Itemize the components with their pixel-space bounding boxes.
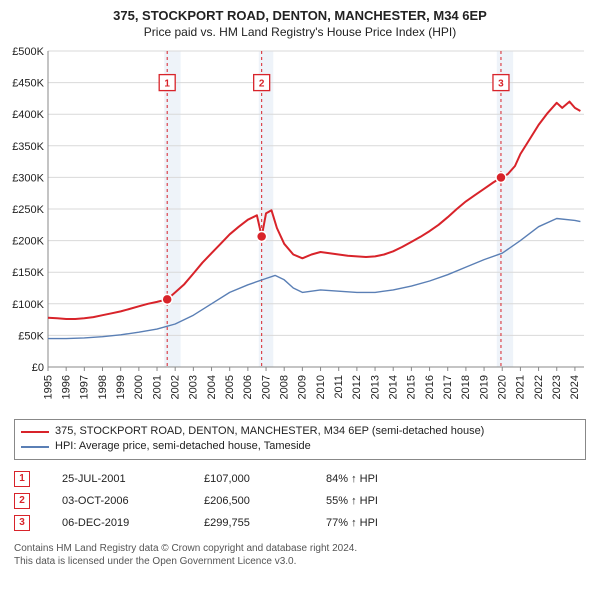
- legend-item: HPI: Average price, semi-detached house,…: [21, 439, 579, 454]
- footer: Contains HM Land Registry data © Crown c…: [14, 542, 586, 568]
- svg-text:1996: 1996: [60, 375, 72, 399]
- footer-line-1: Contains HM Land Registry data © Crown c…: [14, 542, 586, 555]
- svg-text:2021: 2021: [515, 375, 527, 399]
- sale-pct: 77% ↑ HPI: [326, 517, 426, 529]
- svg-text:1997: 1997: [79, 375, 91, 399]
- svg-text:£500K: £500K: [12, 46, 44, 58]
- svg-text:£300K: £300K: [12, 172, 44, 184]
- sale-price: £107,000: [204, 473, 294, 485]
- svg-text:2022: 2022: [533, 375, 545, 399]
- sale-pct: 84% ↑ HPI: [326, 473, 426, 485]
- legend-swatch: [21, 431, 49, 433]
- svg-text:3: 3: [498, 79, 504, 90]
- chart-title: 375, STOCKPORT ROAD, DENTON, MANCHESTER,…: [0, 0, 600, 23]
- footer-line-2: This data is licensed under the Open Gov…: [14, 555, 586, 568]
- sale-price: £299,755: [204, 517, 294, 529]
- svg-text:1999: 1999: [115, 375, 127, 399]
- svg-text:1995: 1995: [42, 375, 54, 399]
- svg-text:2007: 2007: [260, 375, 272, 399]
- svg-text:£50K: £50K: [18, 330, 44, 342]
- svg-text:£100K: £100K: [12, 299, 44, 311]
- svg-text:1998: 1998: [97, 375, 109, 399]
- svg-text:£150K: £150K: [12, 267, 44, 279]
- svg-text:2009: 2009: [297, 375, 309, 399]
- svg-text:2004: 2004: [206, 375, 218, 399]
- sale-pct: 55% ↑ HPI: [326, 495, 426, 507]
- legend-label: 375, STOCKPORT ROAD, DENTON, MANCHESTER,…: [55, 424, 484, 439]
- svg-text:2023: 2023: [551, 375, 563, 399]
- svg-text:2002: 2002: [169, 375, 181, 399]
- sale-row: 1 25-JUL-2001 £107,000 84% ↑ HPI: [14, 468, 586, 490]
- svg-text:£0: £0: [32, 362, 44, 374]
- sale-row: 2 03-OCT-2006 £206,500 55% ↑ HPI: [14, 490, 586, 512]
- svg-text:£400K: £400K: [12, 109, 44, 121]
- legend-item: 375, STOCKPORT ROAD, DENTON, MANCHESTER,…: [21, 424, 579, 439]
- svg-text:2017: 2017: [442, 375, 454, 399]
- svg-text:2013: 2013: [369, 375, 381, 399]
- sale-date: 03-OCT-2006: [62, 495, 172, 507]
- sale-price: £206,500: [204, 495, 294, 507]
- svg-text:1: 1: [164, 79, 170, 90]
- svg-text:2005: 2005: [224, 375, 236, 399]
- svg-text:2010: 2010: [315, 375, 327, 399]
- svg-text:2006: 2006: [242, 375, 254, 399]
- svg-text:£200K: £200K: [12, 236, 44, 248]
- legend-label: HPI: Average price, semi-detached house,…: [55, 439, 311, 454]
- svg-text:2008: 2008: [279, 375, 291, 399]
- chart-subtitle: Price paid vs. HM Land Registry's House …: [0, 23, 600, 45]
- sale-marker: 1: [14, 471, 30, 487]
- svg-text:£350K: £350K: [12, 141, 44, 153]
- svg-text:2015: 2015: [406, 375, 418, 399]
- sales-table: 1 25-JUL-2001 £107,000 84% ↑ HPI 2 03-OCT-200…: [14, 468, 586, 534]
- sale-marker: 3: [14, 515, 30, 531]
- legend-swatch: [21, 446, 49, 448]
- svg-text:2019: 2019: [478, 375, 490, 399]
- svg-text:2012: 2012: [351, 375, 363, 399]
- svg-text:2001: 2001: [151, 375, 163, 399]
- sale-date: 25-JUL-2001: [62, 473, 172, 485]
- svg-text:£450K: £450K: [12, 78, 44, 90]
- sale-row: 3 06-DEC-2019 £299,755 77% ↑ HPI: [14, 512, 586, 534]
- legend-box: 375, STOCKPORT ROAD, DENTON, MANCHESTER,…: [14, 419, 586, 460]
- svg-text:£250K: £250K: [12, 204, 44, 216]
- svg-text:2016: 2016: [424, 375, 436, 399]
- sale-date: 06-DEC-2019: [62, 517, 172, 529]
- svg-text:2011: 2011: [333, 375, 345, 399]
- svg-text:2024: 2024: [569, 375, 581, 399]
- svg-text:2: 2: [259, 79, 265, 90]
- sale-marker: 2: [14, 493, 30, 509]
- chart-area: £0 £50K £100K £150K £200K £250K £300K £350K £400…: [0, 45, 600, 415]
- svg-text:2000: 2000: [133, 375, 145, 399]
- svg-text:2020: 2020: [497, 375, 509, 399]
- svg-text:2003: 2003: [188, 375, 200, 399]
- svg-text:2018: 2018: [460, 375, 472, 399]
- line-chart-svg: £0 £50K £100K £150K £200K £250K £300K £350K £400…: [0, 45, 600, 415]
- svg-text:2014: 2014: [388, 375, 400, 399]
